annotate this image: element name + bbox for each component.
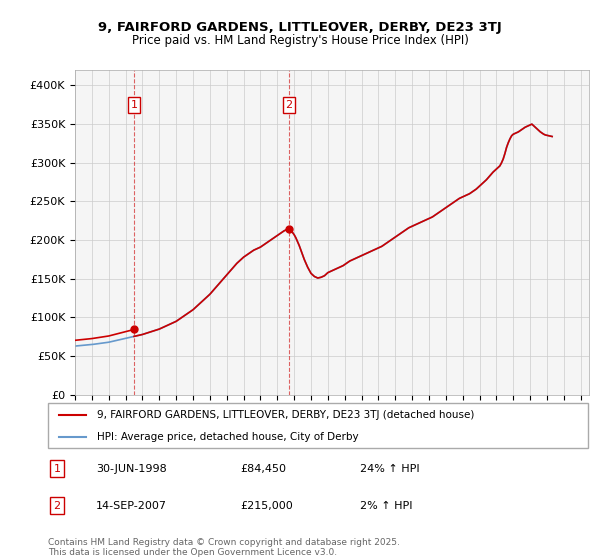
Text: £84,450: £84,450 xyxy=(240,464,286,474)
Text: 24% ↑ HPI: 24% ↑ HPI xyxy=(360,464,419,474)
Text: 2: 2 xyxy=(53,501,61,511)
Text: 9, FAIRFORD GARDENS, LITTLEOVER, DERBY, DE23 3TJ (detached house): 9, FAIRFORD GARDENS, LITTLEOVER, DERBY, … xyxy=(97,410,474,421)
Text: 14-SEP-2007: 14-SEP-2007 xyxy=(96,501,167,511)
Text: £215,000: £215,000 xyxy=(240,501,293,511)
Text: Contains HM Land Registry data © Crown copyright and database right 2025.
This d: Contains HM Land Registry data © Crown c… xyxy=(48,538,400,557)
Text: 1: 1 xyxy=(131,100,137,110)
FancyBboxPatch shape xyxy=(48,403,588,448)
Text: 1: 1 xyxy=(53,464,61,474)
Text: 9, FAIRFORD GARDENS, LITTLEOVER, DERBY, DE23 3TJ: 9, FAIRFORD GARDENS, LITTLEOVER, DERBY, … xyxy=(98,21,502,34)
Text: Price paid vs. HM Land Registry's House Price Index (HPI): Price paid vs. HM Land Registry's House … xyxy=(131,34,469,46)
Text: HPI: Average price, detached house, City of Derby: HPI: Average price, detached house, City… xyxy=(97,432,358,442)
Text: 2% ↑ HPI: 2% ↑ HPI xyxy=(360,501,413,511)
Text: 2: 2 xyxy=(286,100,293,110)
Text: 30-JUN-1998: 30-JUN-1998 xyxy=(96,464,167,474)
